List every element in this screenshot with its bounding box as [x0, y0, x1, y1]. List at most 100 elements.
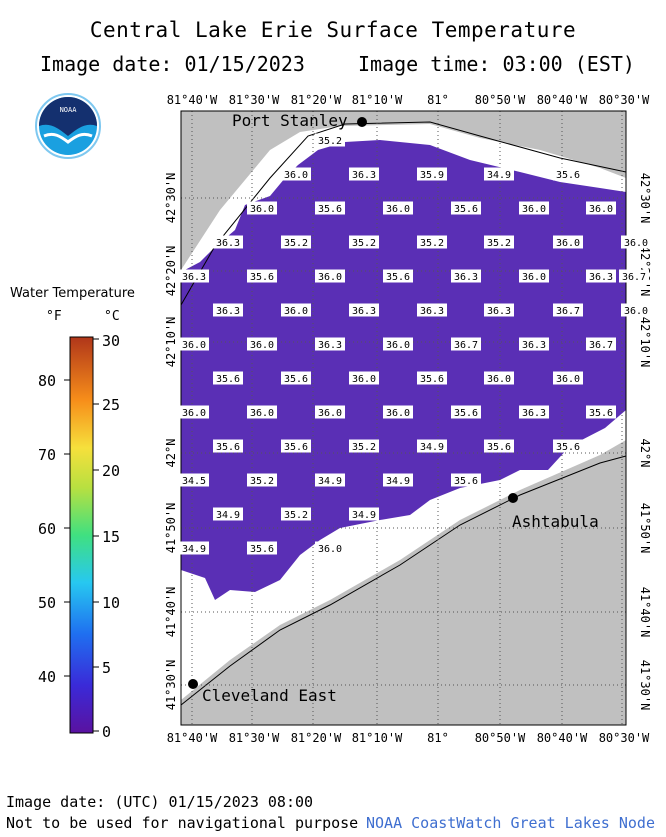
temperature-label-box [519, 269, 549, 283]
temperature-value: 34.9 [216, 510, 240, 521]
lon-label-top: 80°50'W [475, 93, 526, 107]
lon-label-bottom: 81°40'W [167, 731, 218, 745]
f-tick: 50 [38, 594, 56, 612]
temperature-value: 34.9 [420, 442, 444, 453]
temperature-label-box [553, 235, 583, 249]
temperature-label-box [451, 473, 481, 487]
temperature-label-box [315, 405, 345, 419]
temperature-value: 35.2 [420, 238, 444, 249]
temperature-value: 36.3 [522, 340, 546, 351]
lon-label-bottom: 80°40'W [537, 731, 588, 745]
temperature-value: 36.3 [522, 408, 546, 419]
logo-text: NOAA [60, 106, 78, 114]
temperature-value: 36.3 [216, 238, 240, 249]
temperature-label-box [383, 269, 413, 283]
temperature-value: 35.2 [284, 238, 308, 249]
legend-unit-c: °C [104, 309, 120, 324]
temperature-value: 35.6 [216, 374, 240, 385]
temperature-label-box [281, 167, 311, 181]
lon-label-top: 81°40'W [167, 93, 218, 107]
temperature-value: 35.6 [216, 442, 240, 453]
footer-disclaimer: Not to be used for navigational purpose [6, 814, 359, 832]
temperature-value: 34.9 [318, 476, 342, 487]
port-stanley-marker [357, 117, 367, 127]
color-bar [69, 336, 94, 734]
legend-title: Water Temperature [10, 286, 135, 301]
temperature-label-box [281, 439, 311, 453]
temperature-value: 35.6 [420, 374, 444, 385]
temperature-label-box [451, 269, 481, 283]
lon-label-bottom: 81° [427, 731, 449, 745]
lon-label-bottom: 80°50'W [475, 731, 526, 745]
temperature-value: 36.0 [250, 340, 274, 351]
lon-label-top: 81° [427, 93, 449, 107]
cleveland-east-label: Cleveland East [202, 686, 337, 705]
temperature-label-box [484, 235, 514, 249]
temperature-value: 36.3 [216, 306, 240, 317]
temperature-value: 35.6 [386, 272, 410, 283]
temperature-label-box [247, 269, 277, 283]
temperature-label-box [451, 337, 481, 351]
temperature-value: 36.7 [589, 340, 613, 351]
lat-label-right: 41°50'N [638, 503, 652, 554]
temperature-label-box [519, 405, 549, 419]
temperature-value: 36.7 [454, 340, 478, 351]
c-tick: 25 [102, 396, 120, 414]
f-tick: 40 [38, 668, 56, 686]
temperature-value: 36.3 [352, 306, 376, 317]
temperature-label-box [484, 439, 514, 453]
water-temperature-area [181, 140, 626, 600]
lon-label-top: 81°30'W [229, 93, 280, 107]
temperature-value: 36.3 [318, 340, 342, 351]
cleveland-east-marker [188, 679, 198, 689]
temperature-label-box [553, 303, 583, 317]
lon-label-bottom: 80°30'W [599, 731, 650, 745]
temperature-label-box [247, 541, 277, 555]
temperature-value: 36.0 [318, 408, 342, 419]
temperature-value: 34.5 [182, 476, 206, 487]
temperature-value: 35.6 [454, 204, 478, 215]
temperature-value: 35.6 [250, 272, 274, 283]
temperature-label-box [179, 473, 209, 487]
temperature-value: 36.0 [318, 272, 342, 283]
temperature-label-box [621, 235, 651, 249]
temperature-value: 35.6 [318, 204, 342, 215]
temperature-label-box [417, 235, 447, 249]
temperature-label-box [484, 167, 514, 181]
f-tick: 70 [38, 446, 56, 464]
temperature-value: 36.3 [487, 306, 511, 317]
south-shoreline [180, 455, 627, 706]
temperature-value: 36.3 [454, 272, 478, 283]
temperature-label-box [484, 303, 514, 317]
lat-label-left: 41°50'N [164, 503, 178, 554]
temperature-value: 35.2 [284, 510, 308, 521]
temperature-label-box [519, 337, 549, 351]
temperature-value: 35.6 [589, 408, 613, 419]
temperature-value: 36.0 [386, 340, 410, 351]
lat-label-left: 42°10'N [164, 317, 178, 368]
temperature-value: 36.0 [624, 306, 648, 317]
c-tick: 15 [102, 528, 120, 546]
temperature-value: 34.9 [487, 170, 511, 181]
temperature-label-box [179, 337, 209, 351]
temperature-label-box [553, 371, 583, 385]
temperature-value: 36.0 [589, 204, 613, 215]
temperature-value: 36.3 [182, 272, 206, 283]
temperature-label-box [213, 439, 243, 453]
temperature-value: 35.6 [556, 170, 580, 181]
temperature-label-box [349, 371, 379, 385]
temperature-value: 35.6 [454, 476, 478, 487]
ashtabula-marker [508, 493, 518, 503]
c-tick: 0 [102, 723, 111, 741]
temperature-value: 36.0 [284, 170, 308, 181]
temperature-value: 35.2 [352, 238, 376, 249]
temperature-label-box [451, 201, 481, 215]
lon-label-top: 80°30'W [599, 93, 650, 107]
temperature-label-box [519, 201, 549, 215]
lat-label-left: 42°20'N [164, 246, 178, 297]
color-scale: 80 70 60 50 40 30 25 20 15 10 5 0 [38, 332, 120, 741]
temperature-label-box [553, 167, 583, 181]
temperature-label-box [349, 167, 379, 181]
c-tick: 30 [102, 332, 120, 350]
lat-label-left: 42°30'N [164, 173, 178, 224]
